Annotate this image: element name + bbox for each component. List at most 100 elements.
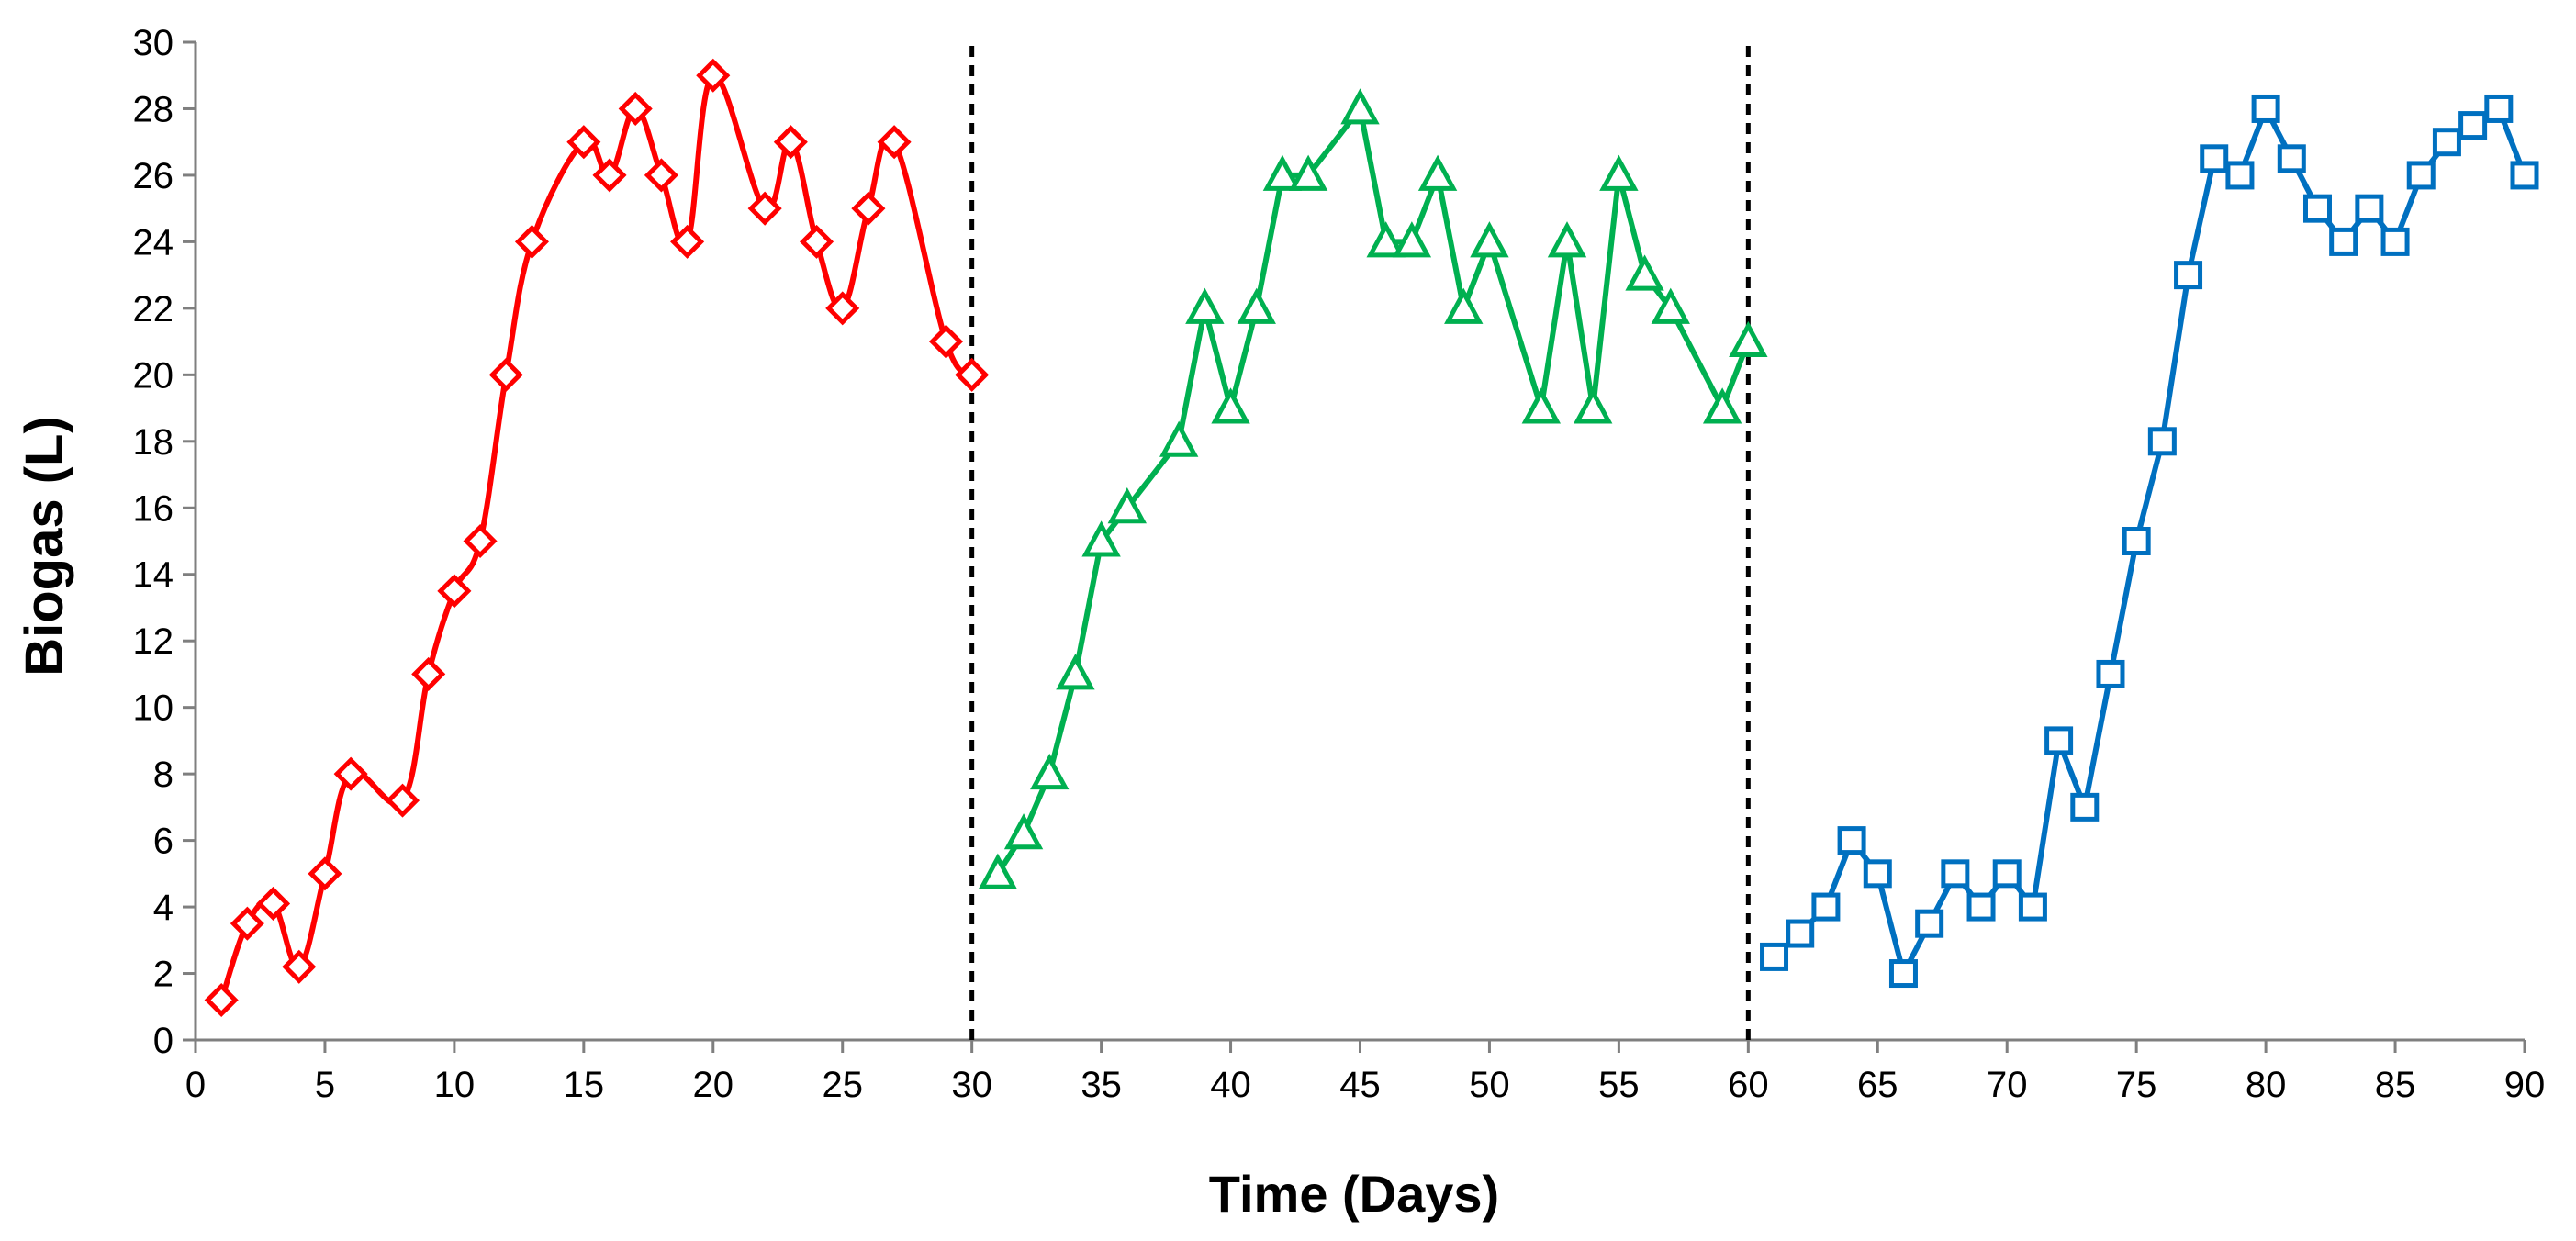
square-marker — [2174, 261, 2203, 290]
triangle-marker — [1340, 88, 1380, 125]
square-marker — [2380, 227, 2410, 256]
x-tick-label: 15 — [564, 1065, 605, 1105]
diamond-marker — [644, 158, 678, 193]
diamond-marker — [411, 656, 446, 691]
x-tick-label: 60 — [1728, 1065, 1769, 1105]
x-tick-label: 75 — [2116, 1065, 2157, 1105]
y-axis-title: Biogas (L) — [15, 416, 74, 676]
triangle-marker — [1417, 154, 1458, 191]
triangle-marker — [1547, 221, 1587, 258]
square-marker — [2355, 194, 2384, 223]
y-tick-label: 0 — [153, 1021, 174, 1061]
x-tick-label: 5 — [315, 1065, 335, 1105]
square-marker — [2018, 892, 2047, 922]
x-tick-label: 85 — [2375, 1065, 2416, 1105]
diamond-marker — [463, 523, 498, 559]
x-tick-label: 45 — [1339, 1065, 1381, 1105]
square-marker — [2200, 144, 2229, 173]
square-marker — [2510, 161, 2539, 190]
y-tick-label: 30 — [133, 23, 174, 63]
triangle-marker — [1107, 487, 1147, 524]
square-marker — [2044, 726, 2074, 755]
x-axis-title: Time (Days) — [1209, 1165, 1499, 1223]
diamond-marker — [696, 58, 731, 93]
y-tick-label: 8 — [153, 755, 174, 795]
triangle-marker — [1574, 387, 1613, 424]
diamond-marker — [566, 125, 601, 160]
square-marker — [2329, 227, 2358, 256]
square-marker — [2458, 111, 2488, 140]
diamond-marker — [204, 982, 239, 1018]
phase-dividers — [969, 42, 1751, 1040]
triangle-marker — [1729, 320, 1768, 358]
diamond-marker — [230, 906, 264, 941]
square-marker — [1863, 859, 1892, 889]
triangle-marker — [1366, 221, 1406, 258]
triangle-marker — [1444, 287, 1484, 324]
x-tick-label: 50 — [1469, 1065, 1510, 1105]
y-tick-label: 4 — [153, 888, 174, 928]
square-marker — [1915, 909, 1944, 938]
triangle-marker — [978, 853, 1018, 889]
series-2 — [978, 88, 1768, 889]
series-layer — [204, 58, 2539, 1018]
triangle-marker — [1262, 154, 1303, 191]
x-tick-label: 10 — [434, 1065, 476, 1105]
x-tick-label: 70 — [1987, 1065, 2028, 1105]
x-tick-label: 90 — [2504, 1065, 2546, 1105]
y-tick-label: 6 — [153, 822, 174, 862]
triangle-marker — [1056, 654, 1095, 690]
x-tick-label: 25 — [822, 1065, 863, 1105]
triangle-marker — [1599, 154, 1639, 191]
triangle-marker — [1288, 154, 1328, 191]
diamond-marker — [592, 158, 627, 193]
x-tick-label: 30 — [951, 1065, 992, 1105]
series-1 — [204, 58, 990, 1018]
triangle-marker — [1003, 813, 1044, 850]
diamond-marker — [488, 357, 523, 392]
triangle-marker — [1521, 387, 1562, 424]
y-tick-label: 28 — [133, 89, 174, 129]
series-line — [995, 106, 1752, 876]
square-marker — [1992, 859, 2022, 889]
diamond-marker — [437, 574, 472, 609]
diamond-marker — [825, 291, 860, 326]
x-tick-label: 65 — [1857, 1065, 1898, 1105]
diamond-marker — [928, 324, 964, 359]
y-tick-label: 18 — [133, 422, 174, 463]
square-marker — [2484, 94, 2514, 123]
triangle-marker — [1702, 387, 1742, 424]
square-marker — [1811, 892, 1841, 922]
square-marker — [2122, 527, 2151, 555]
square-marker — [2302, 194, 2332, 223]
x-tick-label: 20 — [693, 1065, 734, 1105]
diamond-marker — [877, 125, 912, 160]
x-tick-label: 0 — [185, 1065, 206, 1105]
x-tick-label: 80 — [2246, 1065, 2287, 1105]
triangle-marker — [1185, 287, 1225, 324]
triangle-marker — [1392, 221, 1432, 258]
y-tick-label: 12 — [133, 621, 174, 662]
diamond-marker — [333, 756, 368, 791]
triangle-marker — [1081, 520, 1121, 557]
diamond-marker — [773, 125, 808, 160]
square-marker — [1837, 826, 1866, 855]
diamond-marker — [670, 224, 705, 259]
diamond-marker — [799, 224, 834, 259]
diamond-marker — [308, 856, 342, 891]
square-marker — [2096, 659, 2125, 688]
x-axis: 0 5 10 15 20 25 30 35 40 45 50 55 60 65 70 75 80 85 90 — [185, 1038, 2546, 1105]
y-tick-label: 10 — [133, 688, 174, 729]
x-tick-label: 40 — [1210, 1065, 1251, 1105]
y-tick-label: 20 — [133, 355, 174, 396]
square-marker — [2070, 792, 2100, 822]
square-marker — [2277, 144, 2306, 173]
x-tick-label: 55 — [1598, 1065, 1640, 1105]
series-3 — [1760, 94, 2539, 989]
square-marker — [2147, 427, 2177, 456]
diamond-marker — [747, 191, 782, 226]
square-marker — [1966, 892, 1996, 922]
square-marker — [2251, 94, 2280, 123]
